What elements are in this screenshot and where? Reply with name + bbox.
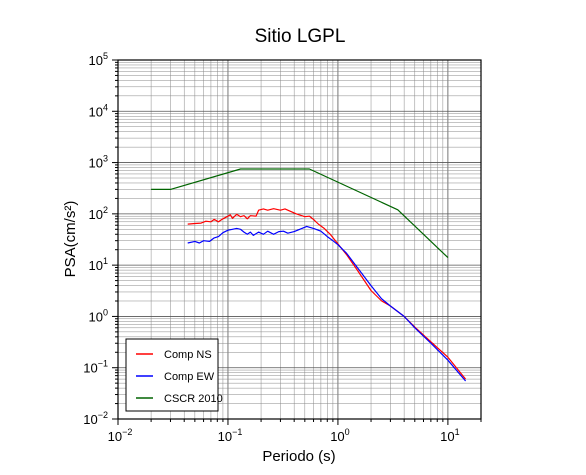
plot-frame (117, 59, 482, 420)
x-axis-label: Periodo (s) (262, 448, 335, 465)
legend-label: CSCR 2010 (164, 393, 223, 405)
y-tick-label: 101 (89, 256, 108, 273)
x-tick-label: 101 (440, 427, 459, 444)
y-tick-label: 104 (89, 102, 108, 119)
y-tick-label: 103 (89, 154, 108, 171)
series-line (187, 225, 467, 382)
y-tick-label: 102 (89, 205, 108, 222)
series-layer (151, 168, 467, 382)
series-line (187, 208, 467, 380)
y-tick-label: 10−1 (83, 359, 108, 376)
y-tick-label: 105 (89, 51, 108, 68)
series-line (151, 168, 449, 259)
x-tick-label: 10−1 (218, 427, 243, 444)
grid (117, 60, 482, 420)
legend-box (125, 338, 219, 412)
y-tick-label: 10−2 (83, 410, 108, 427)
y-tick-label: 100 (89, 307, 108, 324)
chart-title: Sitio LGPL (255, 26, 346, 47)
legend-label: Comp NS (164, 349, 212, 361)
x-tick-label: 100 (330, 427, 349, 444)
tick-marks (112, 59, 482, 425)
legend: Comp NS Comp EW CSCR 2010 (125, 338, 223, 412)
legend-label: Comp EW (164, 371, 215, 383)
y-axis-label: PSA(cm/s²) (62, 201, 79, 278)
x-tick-label: 10−2 (108, 427, 133, 444)
